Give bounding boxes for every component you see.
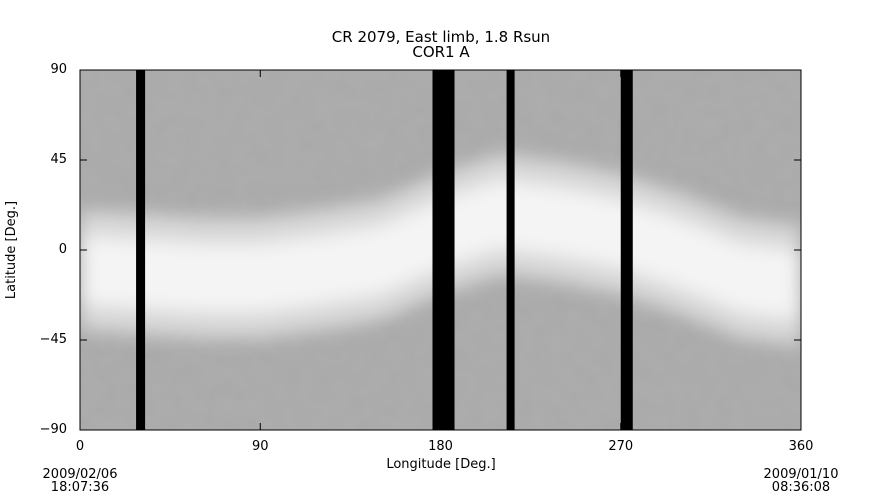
y-tick-label: −45: [39, 332, 67, 347]
data-gap-bar: [432, 70, 455, 430]
x-axis-label: Longitude [Deg.]: [386, 457, 496, 472]
y-tick-label: 0: [58, 242, 67, 257]
x-tick-label: 360: [788, 439, 814, 454]
x-tick-label: 0: [75, 439, 85, 454]
y-tick-label: 45: [50, 152, 67, 167]
data-gap-bar: [136, 70, 146, 430]
start-date: 2009/02/06: [42, 467, 118, 482]
end-time: 08:36:08: [771, 480, 831, 495]
x-tick-label: 270: [608, 439, 634, 454]
data-gap-bar: [620, 70, 633, 430]
start-time: 18:07:36: [50, 480, 110, 495]
chart-title: CR 2079, East limb, 1.8 Rsun: [331, 28, 551, 46]
data-gap-bar: [506, 70, 515, 430]
y-tick-label: 90: [50, 62, 67, 77]
chart-subtitle: COR1 A: [412, 43, 470, 61]
y-axis-label-text: Latitude [Deg.]: [4, 200, 19, 300]
y-tick-label: −90: [39, 422, 67, 437]
x-tick-label: 90: [251, 439, 269, 454]
x-tick-label: 180: [428, 439, 453, 454]
end-date: 2009/01/10: [763, 467, 839, 482]
